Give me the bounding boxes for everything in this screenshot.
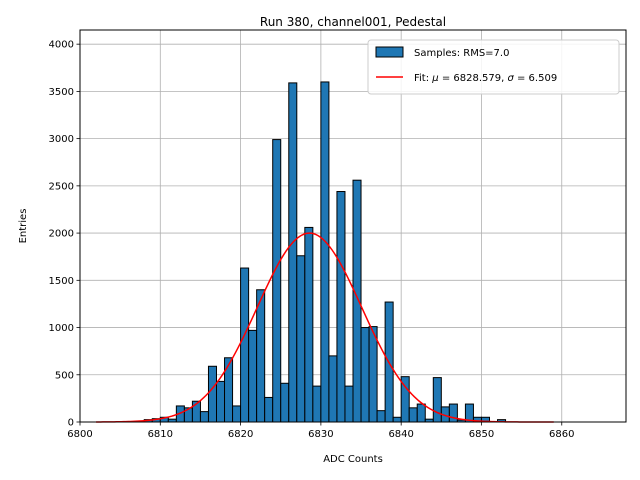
histogram-bar — [393, 417, 401, 422]
x-tick-label: 6850 — [469, 429, 494, 440]
y-tick-label: 1500 — [49, 276, 74, 287]
histogram-bar — [289, 83, 297, 422]
y-tick-label: 2500 — [49, 181, 74, 192]
x-tick-label: 6810 — [148, 429, 173, 440]
histogram-bar — [337, 192, 345, 422]
legend-swatch-histogram — [376, 47, 403, 57]
x-tick-label: 6800 — [67, 429, 92, 440]
y-tick-label: 2000 — [49, 229, 74, 240]
histogram-bar — [321, 82, 329, 422]
histogram-bar — [208, 366, 216, 422]
histogram-bar — [433, 378, 441, 422]
histogram-bar — [377, 411, 385, 422]
histogram-bar — [449, 404, 457, 422]
histogram-bar — [273, 140, 281, 422]
histogram-bar — [353, 180, 361, 422]
legend: Samples: RMS=7.0 Fit: μ = 6828.579, σ = … — [368, 40, 619, 94]
histogram-bar — [369, 327, 377, 422]
y-tick-label: 3500 — [49, 87, 74, 98]
y-tick-label: 0 — [68, 418, 74, 429]
x-tick-label: 6830 — [308, 429, 333, 440]
histogram-bar — [305, 227, 313, 422]
histogram-bar — [217, 381, 225, 422]
histogram-bar — [409, 408, 417, 422]
y-tick-label: 3000 — [49, 134, 74, 145]
histogram-bar — [297, 256, 305, 422]
histogram-bar — [225, 358, 233, 422]
y-tick-label: 500 — [55, 370, 74, 381]
histogram-bar — [281, 383, 289, 422]
chart-title: Run 380, channel001, Pedestal — [260, 15, 446, 29]
histogram-bar — [200, 412, 208, 422]
x-axis-label: ADC Counts — [323, 454, 383, 465]
histogram-bar — [313, 386, 321, 422]
histogram-bars — [128, 82, 505, 422]
x-tick-label: 6860 — [549, 429, 574, 440]
histogram-bar — [361, 328, 369, 422]
histogram-bar — [241, 268, 249, 422]
y-axis-label: Entries — [18, 209, 29, 244]
histogram-bar — [417, 404, 425, 422]
histogram-bar — [257, 290, 265, 422]
legend-label-fit: Fit: μ = 6828.579, σ = 6.509 — [414, 73, 557, 84]
y-axis-ticks: 0 500 1000 1500 2000 2500 3000 3500 4000 — [49, 40, 80, 429]
y-tick-label: 4000 — [49, 40, 74, 51]
histogram-bar — [345, 386, 353, 422]
histogram-bar — [265, 397, 273, 422]
x-axis-ticks: 6800 6810 6820 6830 6840 6850 6860 — [67, 422, 574, 440]
histogram-bar — [233, 406, 241, 422]
histogram-bar — [329, 356, 337, 422]
x-tick-label: 6820 — [228, 429, 253, 440]
y-tick-label: 1000 — [49, 323, 74, 334]
histogram-bar — [249, 330, 257, 422]
x-tick-label: 6840 — [388, 429, 413, 440]
legend-label-histogram: Samples: RMS=7.0 — [414, 48, 509, 59]
